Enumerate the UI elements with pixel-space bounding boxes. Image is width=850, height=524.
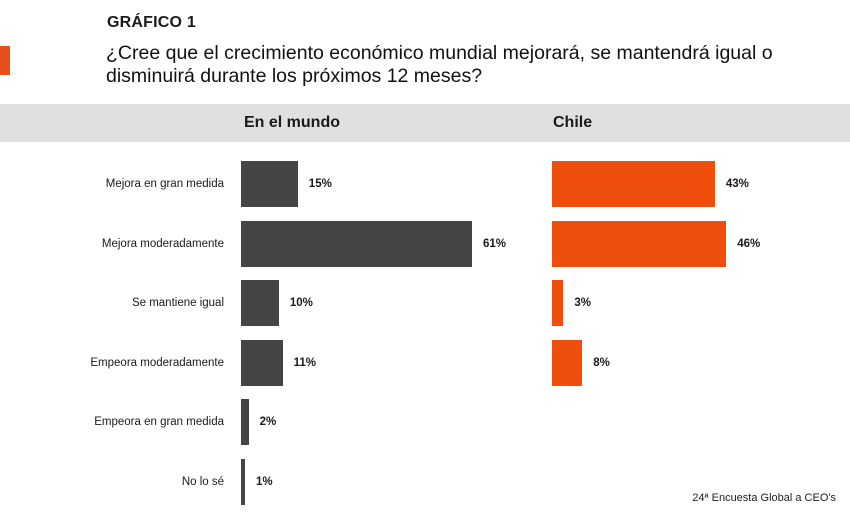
category-label: Mejora moderadamente <box>101 237 224 250</box>
chile-value-label: 8% <box>593 356 610 369</box>
world-value-label: 15% <box>308 178 332 190</box>
world-value-label: 11% <box>293 356 317 369</box>
world-bar <box>241 220 472 267</box>
world-bar <box>241 458 245 505</box>
chile-value-label: 3% <box>574 297 591 309</box>
accent-bar <box>0 46 10 75</box>
world-bar <box>241 280 279 326</box>
world-value-label: 10% <box>289 297 313 309</box>
world-series-title: En el mundo <box>244 114 340 131</box>
chile-bar <box>552 220 727 267</box>
chile-bar <box>552 339 583 386</box>
category-label: Empeora moderadamente <box>90 356 224 369</box>
chile-value-label: 43% <box>725 178 749 190</box>
world-bar <box>241 339 283 386</box>
category-label: No lo sé <box>181 475 224 488</box>
chile-bar <box>552 280 564 326</box>
figure-label: GRÁFICO 1 <box>107 14 196 31</box>
source-footer: 24ª Encuesta Global a CEO's <box>692 492 836 504</box>
chile-bar <box>552 161 715 207</box>
world-value-label: 61% <box>483 237 507 250</box>
chile-series-title: Chile <box>553 114 593 131</box>
chile-value-label: 46% <box>737 237 761 250</box>
category-label: Mejora en gran medida <box>105 178 224 190</box>
world-value-label: 2% <box>259 416 277 428</box>
chart-title: ¿Cree que el crecimiento económico mundi… <box>106 42 773 87</box>
world-bar <box>241 399 249 445</box>
world-value-label: 1% <box>256 475 273 488</box>
category-label: Se mantiene igual <box>131 297 224 309</box>
header-band <box>0 104 850 142</box>
category-label: Empeora en gran medida <box>94 416 224 428</box>
world-bar <box>241 161 298 207</box>
